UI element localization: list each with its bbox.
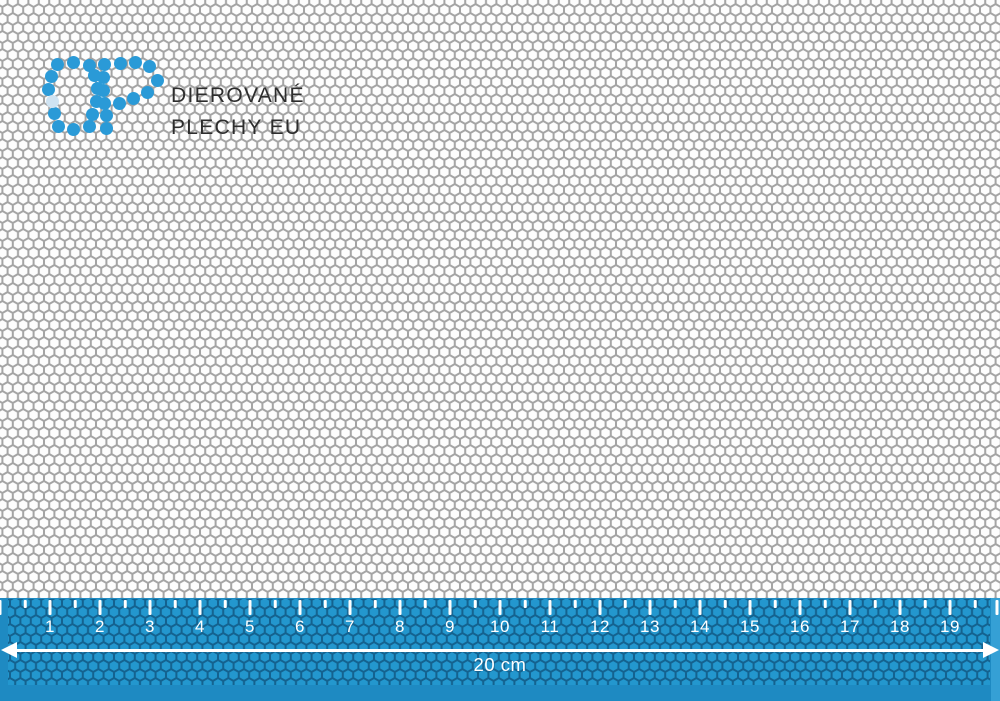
ruler-tick-major [348,600,352,615]
ruler-tick-major [148,600,152,615]
sheet-holes [0,0,1000,598]
ruler-tick-major [548,600,552,615]
ruler-number: 18 [890,617,910,636]
ruler-number: 19 [940,617,960,636]
company-name-line2: PLECHY EU [171,116,302,139]
ruler-tick-major [698,600,702,615]
logo-dot [128,55,142,69]
logo-dot [126,91,140,105]
logo-dot [85,107,99,121]
ruler-tick-major [298,600,302,615]
ruler-tick-minor [873,600,877,608]
ruler-band: 1 2 3 4 5 6 7 8 9 10 11 12 13 14 15 16 17 18 19 20 cm [0,598,1000,701]
ruler-number: 3 [145,617,155,636]
company-name-line1: DIEROVANÉ [171,84,305,107]
ruler-tick-minor [923,600,927,608]
ruler-tick-major [248,600,252,615]
logo-dot [112,96,126,110]
ruler-tick-minor [773,600,777,608]
ruler-tick-minor [373,600,377,608]
ruler-number: 8 [395,617,405,636]
ruler-number: 16 [790,617,810,636]
ruler-tick-major [398,600,402,615]
measure-arrow-line [13,649,987,652]
ruler-tick-major [648,600,652,615]
ruler-number: 12 [590,617,610,636]
ruler-tick-minor [23,600,27,608]
logo-dot [99,121,113,135]
logo-dot [66,55,80,69]
ruler-tick-major [898,600,902,615]
logo-dot [113,56,127,70]
company-name: DIEROVANÉ PLECHY EU [171,80,305,144]
ruler-number: 1 [45,617,55,636]
ruler-tick-minor [823,600,827,608]
ruler-tick-minor [473,600,477,608]
logo-dot [50,57,64,71]
ruler-tick-minor [73,600,77,608]
ruler-tick-minor [173,600,177,608]
logo-dot [96,70,110,84]
ruler-tick-major [848,600,852,615]
ruler-number: 11 [540,617,560,636]
ruler-tick-major [48,600,52,615]
ruler-number: 5 [245,617,255,636]
ruler-number: 4 [195,617,205,636]
ruler-tick-minor [323,600,327,608]
logo-dot [45,94,59,108]
ruler-number: 17 [840,617,860,636]
ruler-number: 15 [740,617,760,636]
logo-dot [142,59,156,73]
ruler-tick-minor [523,600,527,608]
ruler-tick-major [198,600,202,615]
ruler-tick-major [98,600,102,615]
ruler-tick-major [995,600,999,615]
ruler-number: 6 [295,617,305,636]
ruler-tick-minor [573,600,577,608]
ruler-number: 9 [445,617,455,636]
logo-dot [41,82,55,96]
ruler-tick-major [798,600,802,615]
logo-dot [99,108,113,122]
logo-dot [96,83,110,97]
logo-dot [150,73,164,87]
ruler-tick-minor [223,600,227,608]
ruler-tick-minor [423,600,427,608]
arrow-left-icon [1,642,17,658]
ruler-tick-minor [973,600,977,608]
logo-dot [140,85,154,99]
ruler-number: 2 [95,617,105,636]
dp-logo-icon [0,0,340,160]
logo-dot [82,58,96,72]
ruler-tick-major [0,600,2,615]
ruler-tick-major [498,600,502,615]
ruler-tick-major [748,600,752,615]
arrow-right-icon [983,642,999,658]
total-width-label: 20 cm [473,654,527,675]
ruler-tick-major [448,600,452,615]
logo-dot [51,119,65,133]
perforation-pattern-sheet [0,0,1000,598]
ruler-tick-minor [273,600,277,608]
ruler-number: 14 [690,617,710,636]
ruler-tick-minor [673,600,677,608]
ruler-tick-major [598,600,602,615]
logo-dot [66,122,80,136]
logo-dot [82,119,96,133]
ruler-number: 7 [345,617,355,636]
ruler-tick-minor [123,600,127,608]
ruler-number: 13 [640,617,660,636]
logo-dot [47,106,61,120]
logo-dot [97,96,111,110]
ruler-tick-minor [623,600,627,608]
ruler-tick-minor [723,600,727,608]
logo-dot [44,69,58,83]
logo-dot [97,57,111,71]
ruler-number: 10 [490,617,510,636]
ruler-tick-major [948,600,952,615]
